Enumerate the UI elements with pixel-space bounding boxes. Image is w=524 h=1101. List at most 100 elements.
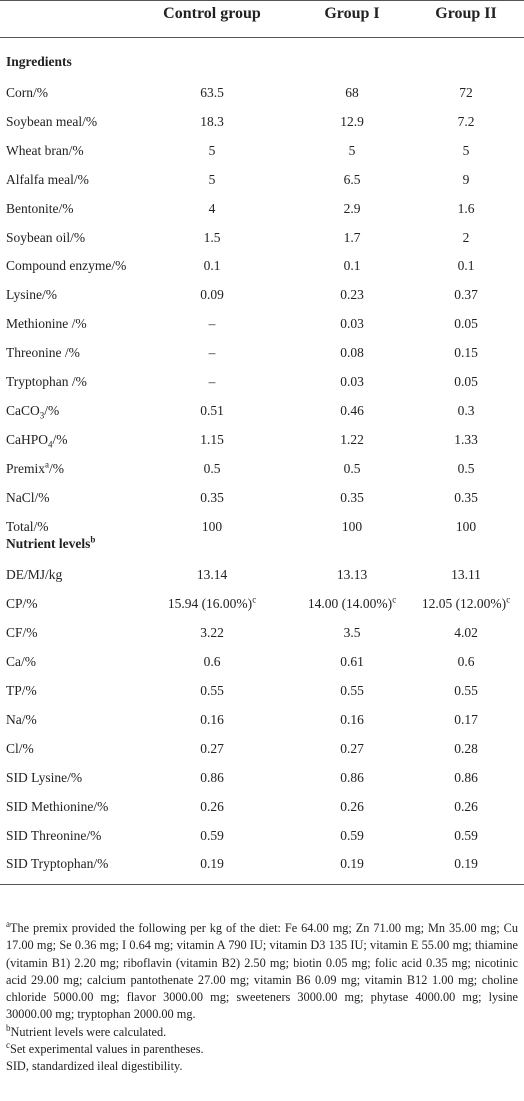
cell-value: 1.33: [454, 431, 478, 447]
cell-value: 0.1: [203, 258, 221, 274]
text-part: 14.00 (14.00%): [307, 596, 393, 612]
supscript: b: [6, 1022, 11, 1033]
cell-value: 9: [462, 171, 470, 187]
cell-value: 100: [201, 518, 223, 534]
column-header: Group I: [324, 5, 380, 22]
cell-value: 0.35: [340, 489, 364, 505]
subscript: 4: [48, 439, 53, 450]
cell-value: 0.26: [200, 798, 224, 814]
top-rule: [0, 0, 524, 1]
cell-value: 0.55: [454, 683, 478, 698]
row-label: NaCl/%: [6, 489, 50, 505]
footnote: aThe premix provided the following per k…: [6, 919, 518, 1024]
cell-value: 1.7: [343, 229, 361, 245]
cell-value: 0.26: [340, 798, 364, 814]
cell-value: 0.59: [200, 827, 224, 843]
cell-value: 0.1: [457, 258, 475, 274]
column-header: Group II: [435, 5, 497, 22]
cell-value: 5: [348, 142, 356, 158]
text-part: Nutrient levels: [6, 536, 91, 552]
cell-value: 0.23: [340, 287, 364, 303]
cell-value: 3.22: [200, 625, 224, 641]
cell-value: 0.28: [454, 740, 478, 756]
cell-value: 14.00 (14.00%)c: [307, 595, 396, 612]
text-part: Nutrient levels were calculated.: [10, 1024, 167, 1039]
column-header: Control group: [163, 5, 261, 22]
cell-value: 0.17: [454, 711, 478, 727]
cell-value: 0.5: [457, 460, 475, 476]
text-part: CaCO: [6, 402, 40, 418]
cell-value: 0.03: [340, 374, 364, 389]
cell-value: 0.86: [200, 769, 224, 785]
row-label: Bentonite/%: [6, 200, 74, 216]
cell-value: 0.09: [200, 287, 224, 303]
row-label: Soybean oil/%: [6, 229, 86, 245]
cell-value: 1.22: [340, 431, 364, 447]
text-part: Set experimental values in parentheses.: [10, 1042, 204, 1057]
cell-value: 0.1: [343, 258, 361, 274]
cell-value: 0.59: [454, 827, 478, 843]
row-label: Threonine /%: [6, 345, 80, 361]
row-label: CaHPO4/%: [6, 432, 68, 450]
row-label: Wheat bran/%: [6, 142, 84, 158]
row-label: SID Tryptophan/%: [6, 856, 109, 872]
cell-value: 0.16: [200, 711, 224, 727]
cell-value: –: [208, 345, 216, 361]
row-label: CF/%: [6, 625, 38, 641]
cell-value: 68: [345, 85, 359, 100]
cell-value: 1.15: [200, 431, 224, 447]
cell-value: 13.11: [451, 567, 481, 583]
cell-value: 2.9: [343, 200, 361, 216]
cell-value: 12.9: [340, 113, 364, 129]
row-label: TP/%: [6, 683, 37, 698]
cell-value: 0.37: [454, 287, 478, 303]
row-label: Total/%: [6, 518, 49, 534]
section-heading: Nutrient levelsb: [6, 535, 95, 552]
row-label: DE/MJ/kg: [6, 567, 63, 583]
cell-value: 72: [459, 85, 473, 100]
cell-value: 18.3: [200, 113, 224, 129]
row-label: Soybean meal/%: [6, 113, 98, 129]
row-label: SID Threonine/%: [6, 827, 102, 843]
row-label: Tryptophan /%: [6, 374, 87, 389]
cell-value: 0.5: [203, 460, 221, 476]
cell-value: 0.03: [340, 316, 364, 332]
cell-value: –: [208, 374, 216, 389]
header-rule: [0, 37, 524, 38]
footnote: SID, standardized ileal digestibility.: [6, 1059, 183, 1074]
cell-value: 0.19: [454, 856, 478, 872]
cell-value: 1.5: [203, 229, 221, 245]
cell-value: 1.6: [457, 200, 475, 216]
row-label: Alfalfa meal/%: [6, 171, 89, 187]
footnotes: aThe premix provided the following per k…: [6, 919, 518, 1076]
footnote: bNutrient levels were calculated.: [6, 1022, 518, 1041]
cell-value: 7.2: [457, 113, 475, 129]
cell-value: 0.26: [454, 798, 478, 814]
cell-value: 0.5: [343, 460, 361, 476]
row-label: Premixa/%: [6, 460, 64, 477]
cell-value: 63.5: [200, 85, 224, 100]
cell-value: 0.27: [200, 740, 224, 756]
cell-value: 0.86: [340, 769, 364, 785]
cell-value: 0.05: [454, 374, 478, 389]
cell-value: 0.55: [200, 683, 224, 698]
text-part: 15.94 (16.00%): [167, 596, 253, 612]
cell-value: 0.16: [340, 711, 364, 727]
cell-value: 0.59: [340, 827, 364, 843]
row-label: SID Methionine/%: [6, 798, 109, 814]
bottom-rule: [0, 884, 524, 885]
row-label: Na/%: [6, 711, 37, 727]
cell-value: 0.35: [454, 489, 478, 505]
cell-value: 0.46: [340, 402, 364, 418]
footnote: cSet experimental values in parentheses.: [6, 1040, 518, 1058]
row-label: CaCO3/%: [6, 402, 59, 420]
cell-value: 0.6: [203, 654, 221, 670]
row-label: SID Lysine/%: [6, 769, 83, 785]
row-label: Cl/%: [6, 740, 34, 756]
cell-value: 12.05 (12.00%)c: [422, 595, 510, 612]
cell-value: 5: [208, 171, 216, 187]
cell-value: 0.3: [457, 402, 475, 418]
cell-value: 0.19: [340, 856, 364, 872]
cell-value: 4.02: [454, 625, 478, 641]
